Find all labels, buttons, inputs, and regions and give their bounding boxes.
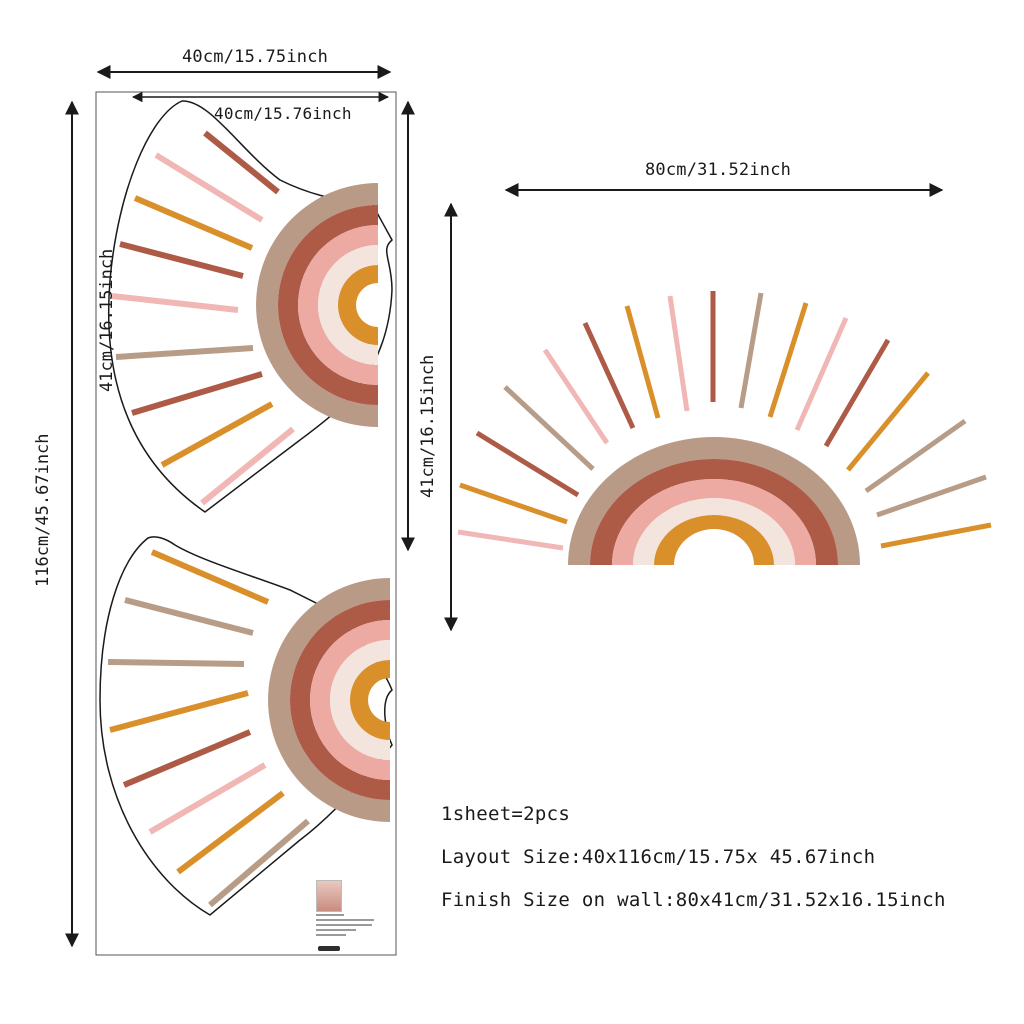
top-decal-piece	[107, 100, 393, 513]
finished-height-label: 41cm/16.15inch	[418, 354, 438, 498]
spec-pieces: 1sheet=2pcs	[441, 803, 571, 825]
spec-layout-size: Layout Size:40x116cm/15.75x 45.67inch	[441, 846, 876, 868]
finished-rainbow	[457, 291, 992, 565]
inner-width-label: 40cm/15.76inch	[214, 104, 352, 123]
product-tag-bar	[318, 946, 340, 951]
piece-height-label: 41cm/16.15inch	[97, 248, 117, 392]
spec-finish-size: Finish Size on wall:80x41cm/31.52x16.15i…	[441, 889, 946, 911]
product-tag-fineprint	[316, 914, 376, 944]
sheet-width-label: 40cm/15.75inch	[182, 47, 329, 67]
finished-width-label: 80cm/31.52inch	[645, 160, 792, 180]
sheet-height-label: 116cm/45.67inch	[33, 433, 53, 587]
product-tag-image	[316, 880, 342, 912]
bottom-decal-piece	[99, 536, 393, 916]
